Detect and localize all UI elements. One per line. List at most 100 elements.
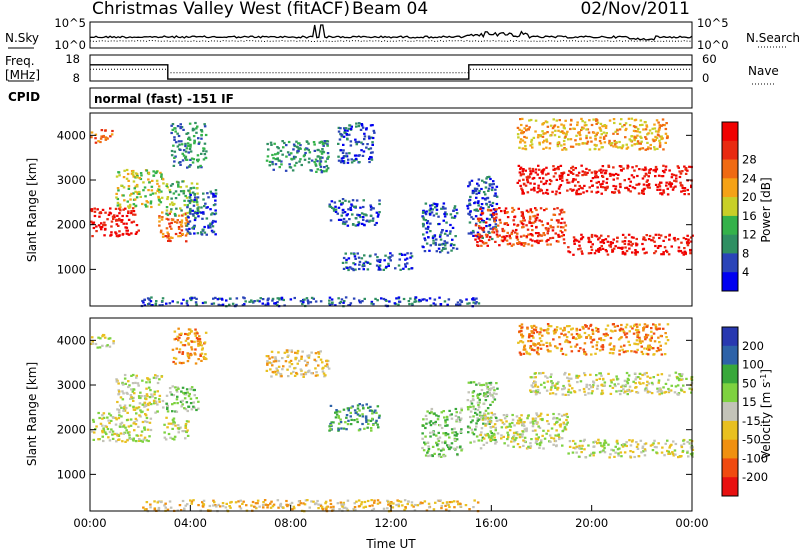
velocity-colorbar-swatch xyxy=(722,402,738,422)
velocity-colorbar-frame xyxy=(721,326,739,497)
power-colorbar-swatch xyxy=(722,272,738,292)
velocity-ytick-label: 3000 xyxy=(57,378,86,392)
velocity-colorbar-swatch xyxy=(722,420,738,440)
velocity-colorbar-swatch xyxy=(722,345,738,365)
noise-search-label: N.Search xyxy=(746,31,800,45)
power-colorbar-swatch xyxy=(722,253,738,273)
power-colorbar-tick: 8 xyxy=(742,246,749,260)
power-region-8 xyxy=(337,122,376,165)
power-region-3 xyxy=(158,211,190,243)
velocity-colorbar-swatch xyxy=(722,477,738,497)
velocity-region-1 xyxy=(90,333,115,349)
power-colorbar-swatch xyxy=(722,140,738,160)
power-ytick-label: 1000 xyxy=(57,262,86,276)
power-colorbar-tick: 16 xyxy=(742,209,757,223)
velocity-colorbar-tick: -200 xyxy=(742,470,768,484)
power-region-1 xyxy=(90,129,114,144)
power-colorbar: 4 8 12 16 20 24 28 xyxy=(721,121,757,292)
power-region-7 xyxy=(265,140,330,174)
velocity-colorbar-tick: 50 xyxy=(742,376,757,390)
velocity-region-10 xyxy=(478,411,569,450)
noise-sky-line xyxy=(90,24,693,41)
power-colorbar-tick: 28 xyxy=(742,153,757,167)
x-tick-label: 16:00 xyxy=(475,516,508,530)
velocity-colorbar-swatch xyxy=(722,327,738,347)
station-title: Christmas Valley West (fitACF) xyxy=(92,0,350,19)
noise-right-tick-bottom: 10^0 xyxy=(697,38,729,52)
power-region-15 xyxy=(516,164,693,196)
power-ytick-label: 4000 xyxy=(57,128,86,142)
power-colorbar-swatch xyxy=(722,215,738,235)
power-colorbar-swatch xyxy=(722,197,738,217)
power-region-9 xyxy=(328,198,381,227)
power-heatmap-panel: 1000 2000 3000 4000 Slant Range [km] 4 8 12 16… xyxy=(25,112,773,308)
frequency-panel: Freq. [MHz] 18 8 60 0 Nave xyxy=(5,52,779,85)
velocity-ytick-label: 1000 xyxy=(57,467,86,481)
velocity-region-2 xyxy=(115,373,165,414)
nave-line xyxy=(90,68,692,74)
x-tick-label: 00:00 xyxy=(675,516,708,530)
freq-left-tick-top: 18 xyxy=(65,52,80,66)
power-colorbar-swatch xyxy=(722,159,738,179)
power-region-6 xyxy=(185,189,218,236)
velocity-colorbar-label: Velocity [m s-1] xyxy=(759,369,774,459)
power-region-10 xyxy=(341,252,414,272)
frequency-line xyxy=(90,64,692,80)
velocity-colorbar-tick: 15 xyxy=(742,395,757,409)
nave-label: Nave xyxy=(748,64,779,78)
velocity-region-12 xyxy=(529,371,694,396)
x-tick-label: 20:00 xyxy=(575,516,608,530)
velocity-colorbar-tick: -15 xyxy=(742,414,761,428)
power-colorbar-tick: 20 xyxy=(742,190,757,204)
cpid-label: CPID xyxy=(8,90,40,104)
power-region-2 xyxy=(115,168,165,209)
velocity-colorbar-swatch xyxy=(722,383,738,403)
velocity-region-0 xyxy=(91,411,153,443)
power-region-16 xyxy=(516,117,669,151)
velocity-colorbar-swatch xyxy=(722,458,738,478)
noise-right-tick-top: 10^5 xyxy=(697,16,729,30)
power-region-5 xyxy=(170,121,208,169)
power-colorbar-swatch xyxy=(722,234,738,254)
date-label: 02/Nov/2011 xyxy=(580,0,690,19)
noise-search-line xyxy=(89,39,693,43)
velocity-region-7 xyxy=(328,403,381,432)
x-tick-label: 04:00 xyxy=(174,516,207,530)
velocity-colorbar-tick: -100 xyxy=(742,451,768,465)
power-region-14 xyxy=(567,233,694,256)
velocity-y-axis-label: Slant Range [km] xyxy=(25,362,39,466)
power-colorbar-tick: 24 xyxy=(742,171,757,185)
power-colorbar-label: Power [dB] xyxy=(759,177,773,242)
velocity-colorbar-swatch xyxy=(722,439,738,459)
velocity-colorbar-tick: -50 xyxy=(742,433,761,447)
velocity-region-4 xyxy=(165,385,200,413)
noise-sky-label: N.Sky xyxy=(5,31,39,45)
freq-left-tick-bottom: 8 xyxy=(73,71,80,85)
velocity-region-3 xyxy=(163,416,190,441)
noise-left-tick-bottom: 10^0 xyxy=(54,38,86,52)
power-ytick-label: 2000 xyxy=(57,218,86,232)
power-colorbar-frame xyxy=(721,121,739,292)
power-colorbar-tick: 4 xyxy=(742,265,749,279)
beam-label: Beam 04 xyxy=(352,0,428,19)
freq-right-tick-bottom: 0 xyxy=(702,71,709,85)
velocity-colorbar: 200 100 50 15 -15 -50 -100 -200 xyxy=(721,326,768,497)
velocity-region-5 xyxy=(171,327,208,365)
x-axis-label: Time UT xyxy=(365,537,416,551)
noise-left-tick-top: 10^5 xyxy=(54,16,86,30)
velocity-colorbar-tick: 100 xyxy=(742,358,764,372)
x-tick-label: 08:00 xyxy=(274,516,307,530)
power-colorbar-swatch xyxy=(722,122,738,142)
velocity-heatmap-panel: 1000 2000 3000 4000 00:00 04:00 08:00 12:00 16:… xyxy=(25,317,774,551)
x-tick-label: 12:00 xyxy=(374,516,407,530)
noise-panel: N.Sky 10^5 10^0 10^5 10^0 N.Search xyxy=(5,16,800,52)
velocity-colorbar-swatch xyxy=(722,364,738,384)
cpid-panel: CPID normal (fast) -151 IF xyxy=(8,87,693,109)
velocity-region-8 xyxy=(421,407,464,458)
velocity-region-13 xyxy=(517,323,670,356)
x-tick-label: 00:00 xyxy=(73,516,106,530)
velocity-ytick-label: 4000 xyxy=(57,333,86,347)
power-colorbar-swatch xyxy=(722,178,738,198)
power-region-11 xyxy=(421,202,459,254)
